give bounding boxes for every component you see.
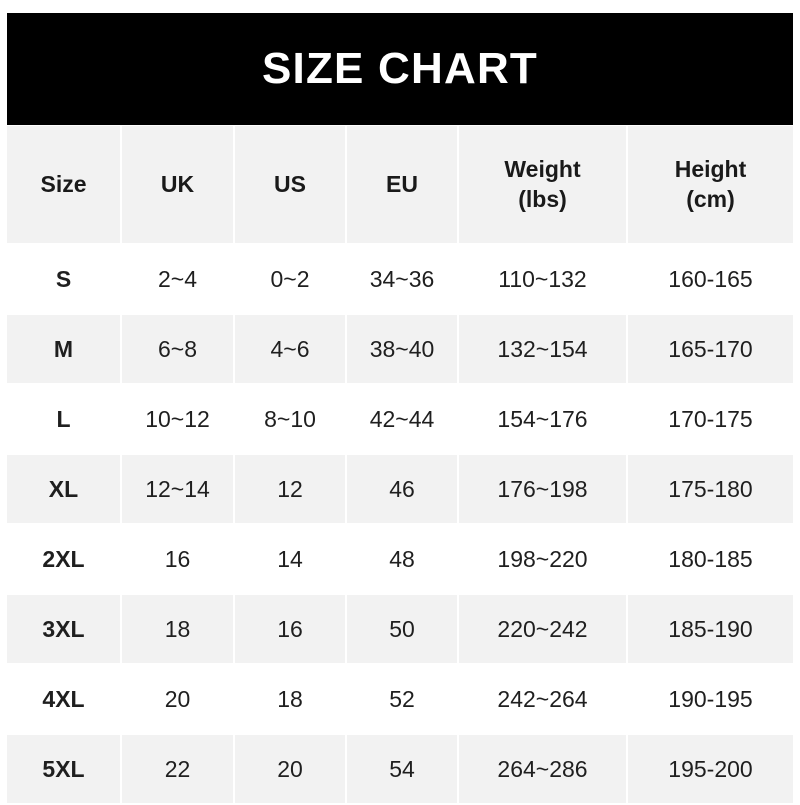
cell-us: 14 (235, 525, 347, 595)
column-header-height: Height (cm) (628, 126, 793, 245)
cell-weight: 220~242 (459, 595, 628, 665)
cell-height: 170-175 (628, 385, 793, 455)
header-row: Size UK US EU Weight (lbs) Height (cm) (7, 126, 793, 245)
cell-weight: 110~132 (459, 245, 628, 315)
cell-us: 20 (235, 735, 347, 805)
cell-height: 175-180 (628, 455, 793, 525)
column-header-us: US (235, 126, 347, 245)
column-header-weight: Weight (lbs) (459, 126, 628, 245)
cell-eu: 46 (347, 455, 459, 525)
cell-size: M (7, 315, 122, 385)
cell-eu: 54 (347, 735, 459, 805)
cell-uk: 12~14 (122, 455, 235, 525)
cell-uk: 16 (122, 525, 235, 595)
column-header-height-line1: Height (674, 156, 747, 183)
table-row: XL 12~14 12 46 176~198 175-180 (7, 455, 793, 525)
cell-size: 3XL (7, 595, 122, 665)
cell-eu: 50 (347, 595, 459, 665)
cell-weight: 132~154 (459, 315, 628, 385)
table-row: L 10~12 8~10 42~44 154~176 170-175 (7, 385, 793, 455)
column-header-weight-line1: Weight (504, 156, 581, 183)
cell-us: 18 (235, 665, 347, 735)
cell-us: 12 (235, 455, 347, 525)
cell-eu: 52 (347, 665, 459, 735)
cell-size: L (7, 385, 122, 455)
cell-size: XL (7, 455, 122, 525)
cell-height: 160-165 (628, 245, 793, 315)
cell-uk: 10~12 (122, 385, 235, 455)
cell-weight: 264~286 (459, 735, 628, 805)
table-row: 5XL 22 20 54 264~286 195-200 (7, 735, 793, 805)
cell-size: 5XL (7, 735, 122, 805)
cell-weight: 154~176 (459, 385, 628, 455)
page-title: SIZE CHART (262, 44, 538, 93)
cell-weight: 176~198 (459, 455, 628, 525)
cell-us: 4~6 (235, 315, 347, 385)
cell-height: 180-185 (628, 525, 793, 595)
cell-weight: 198~220 (459, 525, 628, 595)
column-header-uk: UK (122, 126, 235, 245)
column-header-size: Size (7, 126, 122, 245)
table-header: Size UK US EU Weight (lbs) Height (cm) (7, 126, 793, 245)
table-row: S 2~4 0~2 34~36 110~132 160-165 (7, 245, 793, 315)
cell-height: 190-195 (628, 665, 793, 735)
cell-size: S (7, 245, 122, 315)
cell-uk: 18 (122, 595, 235, 665)
cell-us: 8~10 (235, 385, 347, 455)
size-chart-table: Size UK US EU Weight (lbs) Height (cm) S… (7, 126, 793, 805)
cell-size: 2XL (7, 525, 122, 595)
title-banner: SIZE CHART (7, 13, 793, 125)
table-row: 2XL 16 14 48 198~220 180-185 (7, 525, 793, 595)
cell-eu: 38~40 (347, 315, 459, 385)
cell-height: 195-200 (628, 735, 793, 805)
column-header-weight-line2: (lbs) (518, 185, 567, 212)
table-row: 3XL 18 16 50 220~242 185-190 (7, 595, 793, 665)
table-row: M 6~8 4~6 38~40 132~154 165-170 (7, 315, 793, 385)
cell-eu: 48 (347, 525, 459, 595)
cell-eu: 34~36 (347, 245, 459, 315)
cell-height: 185-190 (628, 595, 793, 665)
cell-size: 4XL (7, 665, 122, 735)
cell-height: 165-170 (628, 315, 793, 385)
cell-uk: 20 (122, 665, 235, 735)
cell-uk: 2~4 (122, 245, 235, 315)
cell-us: 0~2 (235, 245, 347, 315)
cell-us: 16 (235, 595, 347, 665)
table-body: S 2~4 0~2 34~36 110~132 160-165 M 6~8 4~6 38~40 13… (7, 245, 793, 805)
cell-weight: 242~264 (459, 665, 628, 735)
cell-uk: 6~8 (122, 315, 235, 385)
column-header-height-line2: (cm) (686, 185, 735, 212)
column-header-eu: EU (347, 126, 459, 245)
cell-eu: 42~44 (347, 385, 459, 455)
cell-uk: 22 (122, 735, 235, 805)
table-row: 4XL 20 18 52 242~264 190-195 (7, 665, 793, 735)
